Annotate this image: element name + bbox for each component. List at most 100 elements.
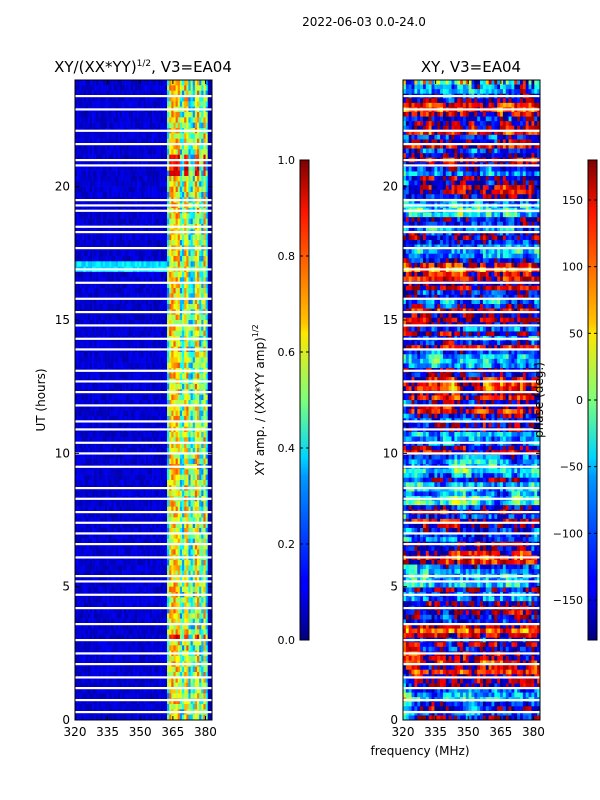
amplitude-cell (107, 96, 110, 102)
amplitude-cell (147, 176, 151, 182)
amplitude-cell (122, 288, 125, 294)
amplitude-cell (75, 362, 78, 369)
amplitude-cell (92, 325, 95, 331)
amplitude-cell (186, 288, 189, 294)
amplitude-cell (145, 181, 149, 187)
amplitude-cell (147, 117, 151, 123)
amplitude-cell (77, 144, 80, 150)
amplitude-cell (201, 293, 204, 299)
amplitude-cell (197, 181, 200, 187)
amplitude-cell (149, 394, 153, 401)
amplitude-cell (98, 405, 101, 411)
amplitude-cell (149, 410, 153, 417)
amplitude-cell (186, 490, 189, 497)
amplitude-cell (143, 122, 146, 129)
amplitude-cell (145, 176, 149, 182)
amplitude-cell (113, 192, 116, 198)
amplitude-cell (164, 160, 168, 166)
amplitude-cell (128, 192, 131, 198)
amplitude-cell (201, 80, 204, 86)
amplitude-cell (79, 416, 82, 422)
amplitude-cell (182, 133, 185, 139)
amplitude-cell (81, 373, 84, 379)
amplitude-cell (92, 469, 95, 475)
amplitude-cell (186, 282, 189, 289)
amplitude-cell (194, 330, 198, 337)
amplitude-cell (177, 362, 181, 369)
amplitude-cell (154, 437, 157, 443)
amplitude-cell (194, 304, 198, 310)
amplitude-cell (128, 437, 131, 443)
amplitude-cell (149, 240, 153, 246)
amplitude-cell (102, 410, 106, 417)
amplitude-cell (164, 96, 168, 102)
amplitude-cell (132, 138, 136, 145)
amplitude-cell (134, 218, 138, 225)
amplitude-cell (102, 80, 106, 86)
amplitude-cell (126, 170, 129, 177)
amplitude-cell (158, 453, 161, 459)
amplitude-cell (92, 80, 95, 86)
amplitude-cell (194, 352, 198, 358)
amplitude-cell (175, 165, 179, 171)
amplitude-cell (124, 250, 127, 257)
amplitude-cell (117, 341, 121, 347)
amplitude-cell (162, 474, 166, 481)
amplitude-cell (154, 144, 157, 150)
amplitude-cell (134, 293, 138, 299)
amplitude-cell (107, 298, 110, 305)
amplitude-cell (177, 160, 181, 166)
amplitude-cell (137, 240, 140, 246)
amplitude-cell (156, 304, 159, 310)
amplitude-cell (197, 293, 200, 299)
amplitude-cell (188, 293, 191, 299)
amplitude-cell (199, 480, 202, 486)
amplitude-cell (173, 469, 176, 475)
amplitude-cell (156, 218, 159, 225)
amplitude-cell (186, 298, 189, 305)
amplitude-cell (117, 373, 121, 379)
amplitude-cell (137, 288, 140, 294)
amplitude-cell (77, 165, 80, 171)
amplitude-cell (145, 117, 149, 123)
amplitude-cell (132, 96, 136, 102)
amplitude-cell (104, 469, 108, 475)
amplitude-cell (92, 176, 95, 182)
amplitude-cell (141, 261, 144, 267)
amplitude-cell (126, 437, 129, 443)
amplitude-cell (179, 176, 183, 182)
amplitude-cell (152, 293, 155, 299)
amplitude-cell (205, 373, 209, 379)
amplitude-cell (128, 458, 131, 465)
amplitude-cell (104, 362, 108, 369)
amplitude-cell (96, 96, 99, 102)
amplitude-cell (137, 112, 140, 118)
amplitude-cell (87, 437, 91, 443)
amplitude-cell (75, 288, 78, 294)
amplitude-cell (173, 298, 176, 305)
amplitude-cell (147, 288, 151, 294)
amplitude-cell (107, 154, 110, 161)
amplitude-cell (143, 240, 146, 246)
amplitude-cell (188, 256, 191, 262)
amplitude-cell (145, 453, 149, 459)
amplitude-cell (94, 421, 97, 427)
amplitude-cell (77, 400, 80, 406)
amplitude-cell (184, 453, 187, 459)
amplitude-cell (81, 112, 84, 118)
amplitude-cell (107, 400, 110, 406)
amplitude-cell (194, 186, 198, 193)
amplitude-cell (122, 234, 125, 241)
amplitude-cell (177, 170, 181, 177)
amplitude-cell (182, 421, 185, 427)
amplitude-cell (149, 442, 153, 449)
amplitude-cell (75, 117, 78, 123)
amplitude-cell (128, 122, 131, 129)
amplitude-cell (205, 192, 209, 198)
amplitude-cell (169, 101, 172, 107)
amplitude-cell (107, 165, 110, 171)
amplitude-cell (109, 357, 112, 363)
amplitude-cell (141, 304, 144, 310)
amplitude-cell (192, 421, 196, 427)
amplitude-cell (96, 320, 99, 326)
